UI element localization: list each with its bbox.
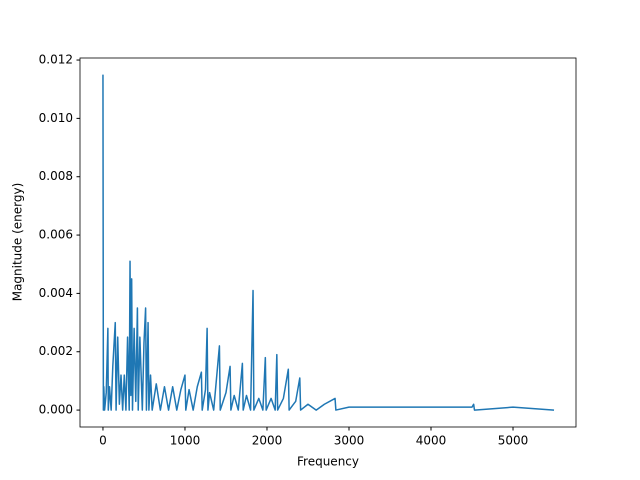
x-tick-label: 4000 <box>416 434 447 448</box>
y-tick-label: 0.004 <box>39 286 73 300</box>
x-tick-label: 3000 <box>334 434 365 448</box>
x-tick-label: 5000 <box>498 434 529 448</box>
x-tick-label: 2000 <box>252 434 283 448</box>
y-tick-label: 0.012 <box>39 53 73 67</box>
y-tick-label: 0.002 <box>39 344 73 358</box>
x-tick-label: 1000 <box>170 434 201 448</box>
y-tick-label: 0.008 <box>39 169 73 183</box>
y-tick-label: 0.006 <box>39 228 73 242</box>
x-tick-label: 0 <box>99 434 107 448</box>
spectrum-line <box>102 74 555 411</box>
y-tick-label: 0.000 <box>39 403 73 417</box>
x-axis-label: Frequency <box>297 455 359 469</box>
plot-frame <box>79 57 577 428</box>
y-tick-label: 0.010 <box>39 111 73 125</box>
y-axis-label: Magnitude (energy) <box>11 183 25 302</box>
